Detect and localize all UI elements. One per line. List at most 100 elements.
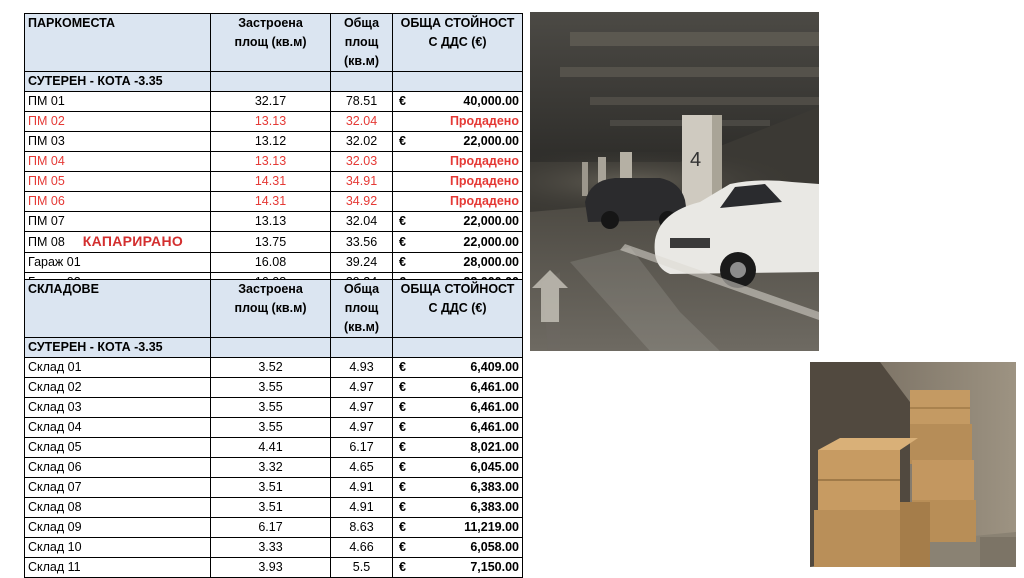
storage-name: Склад 03 [28,400,82,414]
parking-row: ПМ 08 КАПАРИРАНО 13.75 33.56 €22,000.00 [24,231,523,253]
parking-built-area: 13.75 [210,231,331,253]
section-empty-cell [330,337,393,358]
sold-status: Продадено [449,154,519,168]
storage-total-area: 4.65 [330,457,393,478]
section-empty-cell [210,71,331,92]
currency-symbol: € [399,255,406,269]
parking-price-cell: €22,000.00 [392,211,523,232]
storage-total-area: 4.97 [330,417,393,438]
parking-name: ПМ 01 [28,94,65,108]
storage-name-cell: Склад 03 [24,397,211,418]
parking-row: ПМ 07 13.13 32.04 €22,000.00 [24,211,523,232]
storage-price-cell: €6,058.00 [392,537,523,558]
parking-row: Гараж 01 16.08 39.24 €28,000.00 [24,252,523,273]
parking-header-name: ПАРКОМЕСТА [24,13,211,72]
storage-built-area: 3.32 [210,457,331,478]
storage-name-cell: Склад 09 [24,517,211,538]
storage-name: Склад 01 [28,360,82,374]
parking-price-cell: €28,000.00 [392,252,523,273]
parking-row: ПМ 06 14.31 34.92 Продадено [24,191,523,212]
currency-symbol: € [399,420,406,434]
storage-built-area: 3.33 [210,537,331,558]
header-total-line1: Обща площ [343,16,380,49]
storage-name: Склад 09 [28,520,82,534]
parking-price-cell: €40,000.00 [392,91,523,112]
storage-name-cell: Склад 06 [24,457,211,478]
parking-built-area: 13.13 [210,211,331,232]
header-built-line1: Застроена [238,282,303,296]
storage-price: 6,409.00 [470,360,519,374]
storage-built-area: 3.55 [210,397,331,418]
parking-table: ПАРКОМЕСТА Застроена площ (кв.м) Обща пл… [24,13,523,293]
header-built-line2: площ (кв.м) [234,301,307,315]
parking-name-cell: ПМ 07 [24,211,211,232]
parking-built-area: 13.12 [210,131,331,152]
parking-total-area: 32.04 [330,211,393,232]
sold-status: Продадено [449,174,519,188]
header-total-line2: (кв.м) [344,320,379,334]
currency-symbol: € [399,520,406,534]
storage-row: Склад 06 3.32 4.65 €6,045.00 [24,457,523,478]
storage-row: Склад 08 3.51 4.91 €6,383.00 [24,497,523,518]
storage-price: 6,045.00 [470,460,519,474]
parking-name-cell: ПМ 01 [24,91,211,112]
storage-price-cell: €6,461.00 [392,397,523,418]
parking-price: 28,000.00 [463,255,519,269]
storage-price: 6,383.00 [470,480,519,494]
currency-symbol: € [399,540,406,554]
storage-total-area: 5.5 [330,557,393,578]
currency-symbol: € [399,380,406,394]
storage-price-cell: €6,383.00 [392,477,523,498]
parking-row: ПМ 03 13.12 32.02 €22,000.00 [24,131,523,152]
storage-name-cell: Склад 07 [24,477,211,498]
storage-price-cell: €6,383.00 [392,497,523,518]
storage-total-area: 4.91 [330,497,393,518]
storage-illustration [810,362,1016,567]
storage-name: Склад 06 [28,460,82,474]
parking-name: ПМ 07 [28,214,65,228]
parking-name: ПМ 06 [28,194,65,208]
parking-price-cell: €22,000.00 [392,131,523,152]
storage-total-area: 8.63 [330,517,393,538]
storage-name: Склад 02 [28,380,82,394]
storage-built-area: 3.55 [210,377,331,398]
parking-total-area: 34.92 [330,191,393,212]
parking-price: 22,000.00 [463,214,519,228]
storage-name-cell: Склад 11 [24,557,211,578]
storage-total-area: 4.97 [330,377,393,398]
parking-row: ПМ 01 32.17 78.51 €40,000.00 [24,91,523,112]
parking-header-price: ОБЩА СТОЙНОСТ С ДДС (€) [392,13,523,72]
parking-price-cell: Продадено [392,171,523,192]
storage-section-label: СУТЕРЕН - КОТА -3.35 [24,337,211,358]
parking-name-cell: ПМ 02 [24,111,211,132]
parking-price: 40,000.00 [463,94,519,108]
parking-built-area: 14.31 [210,191,331,212]
parking-name: ПМ 05 [28,174,65,188]
parking-price-cell: €22,000.00 [392,231,523,253]
section-empty-cell [210,337,331,358]
storage-built-area: 3.52 [210,357,331,378]
storage-price: 6,058.00 [470,540,519,554]
header-total-line2: (кв.м) [344,54,379,68]
parking-name-cell: ПМ 06 [24,191,211,212]
section-empty-cell [392,337,523,358]
storage-price-cell: €6,461.00 [392,377,523,398]
storage-built-area: 4.41 [210,437,331,458]
storage-price-cell: €6,409.00 [392,357,523,378]
storage-price: 6,461.00 [470,420,519,434]
parking-price: 22,000.00 [463,134,519,148]
parking-price: 22,000.00 [463,234,519,249]
storage-header-built: Застроена площ (кв.м) [210,279,331,338]
storage-row: Склад 11 3.93 5.5 €7,150.00 [24,557,523,578]
currency-symbol: € [399,460,406,474]
garage-illustration: 4 [530,12,819,351]
parking-row: ПМ 02 13.13 32.04 Продадено [24,111,523,132]
storage-row: Склад 05 4.41 6.17 €8,021.00 [24,437,523,458]
storage-name: Склад 07 [28,480,82,494]
storage-row: Склад 01 3.52 4.93 €6,409.00 [24,357,523,378]
parking-price-cell: Продадено [392,191,523,212]
storage-row: Склад 10 3.33 4.66 €6,058.00 [24,537,523,558]
storage-price: 11,219.00 [464,520,519,534]
storage-name-cell: Склад 04 [24,417,211,438]
storage-price-cell: €8,021.00 [392,437,523,458]
